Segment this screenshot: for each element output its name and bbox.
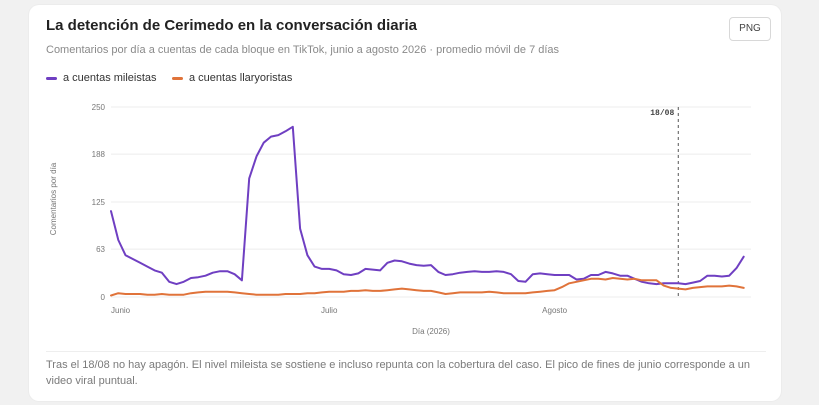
divider bbox=[46, 351, 766, 352]
legend-label-llaryoristas: a cuentas llaryoristas bbox=[189, 72, 293, 84]
series-line-mileistas bbox=[110, 125, 745, 286]
legend-swatch-llaryoristas bbox=[172, 76, 183, 80]
x-axis-label: Día (2026) bbox=[412, 327, 450, 336]
chart-note: Tras el 18/08 no hay apagón. El nivel mi… bbox=[46, 359, 751, 387]
series-line-llaryoristas bbox=[110, 277, 745, 297]
line-chart: 0 63 125 188 250 Junio Julio Agosto Día (2026) Co… bbox=[49, 103, 751, 336]
y-tick-label: 0 bbox=[101, 293, 106, 302]
y-tick-label: 63 bbox=[96, 245, 105, 254]
y-axis-label: Comentarios por día bbox=[49, 162, 58, 235]
x-tick-label: Agosto bbox=[542, 306, 567, 315]
chart-title: La detención de Cerimedo en la conversac… bbox=[46, 17, 417, 34]
marker-label: 18/08 bbox=[650, 109, 674, 118]
x-tick-label: Julio bbox=[321, 306, 338, 315]
chart-subtitle: Comentarios por día a cuentas de cada bl… bbox=[46, 44, 560, 56]
export-png-button[interactable]: PNG bbox=[729, 17, 771, 41]
legend-swatch-mileistas bbox=[46, 76, 57, 80]
legend-label-mileistas: a cuentas mileistas bbox=[63, 72, 157, 84]
chart-card: La detención de Cerimedo en la conversac… bbox=[29, 5, 781, 401]
y-tick-label: 125 bbox=[92, 198, 106, 207]
y-tick-label: 188 bbox=[92, 150, 106, 159]
y-tick-label: 250 bbox=[92, 103, 106, 112]
legend-item-mileistas: a cuentas mileistas bbox=[46, 72, 157, 84]
legend-item-llaryoristas: a cuentas llaryoristas bbox=[172, 72, 292, 84]
x-tick-label: Junio bbox=[111, 306, 131, 315]
